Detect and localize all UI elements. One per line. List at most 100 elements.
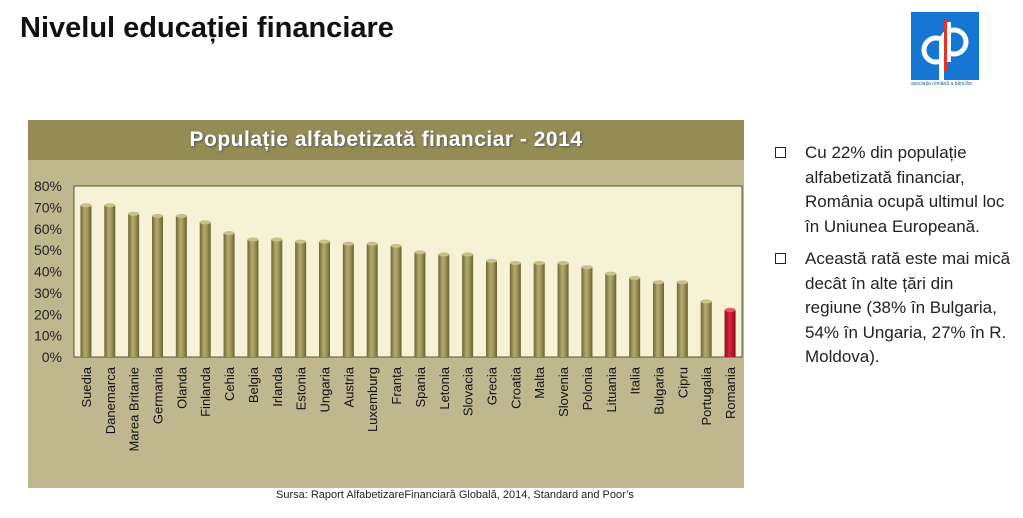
bar <box>390 245 402 357</box>
bar <box>653 282 664 357</box>
x-tick-label: Marea Britanie <box>127 367 142 452</box>
bar-cap <box>390 243 402 248</box>
x-tick-label: Letonia <box>437 366 452 409</box>
x-tick-label: Belgia <box>246 366 261 403</box>
x-tick-label: Danemarca <box>103 366 118 434</box>
bar <box>128 213 140 357</box>
bar <box>676 282 688 357</box>
bar <box>80 205 92 357</box>
bar <box>486 260 497 357</box>
bar-cap <box>462 252 474 257</box>
bar-cap <box>175 213 187 218</box>
x-tick-label: Grecia <box>485 366 500 405</box>
bar <box>438 254 450 357</box>
bar <box>366 243 378 357</box>
bar-cap <box>199 220 211 225</box>
plot-area <box>73 185 743 358</box>
bar-cap <box>128 211 140 216</box>
bar <box>509 262 521 357</box>
logo <box>911 12 979 80</box>
bar <box>175 215 187 357</box>
bullet-item: Această rată este mai mică decât în alte… <box>772 247 1012 370</box>
bar-cap <box>557 260 569 265</box>
x-tick-label: Finlanda <box>198 366 213 417</box>
x-tick-label: Italia <box>628 366 643 394</box>
y-tick-label: 40% <box>34 264 62 280</box>
bar <box>581 267 593 357</box>
bar <box>342 243 354 357</box>
bar <box>199 222 211 357</box>
x-tick-label: Croatia <box>508 366 523 409</box>
x-tick-label: Ungaria <box>318 366 333 412</box>
bar-cap <box>104 203 116 208</box>
bar-cap <box>319 239 330 244</box>
y-tick-label: 20% <box>34 306 62 322</box>
x-tick-label: Suedia <box>79 366 94 407</box>
chart-header <box>28 120 744 160</box>
x-tick-label: Cipru <box>675 367 690 398</box>
bar <box>223 233 235 357</box>
y-tick-label: 10% <box>34 328 62 344</box>
bar <box>533 262 545 357</box>
y-tick-label: 50% <box>34 242 62 258</box>
bar-cap <box>366 241 378 246</box>
bar-cap <box>509 260 521 265</box>
bar <box>629 277 641 357</box>
bar <box>247 239 259 357</box>
checkbox-bullet-icon <box>775 147 786 158</box>
bar <box>414 252 426 357</box>
bar-cap <box>247 237 259 242</box>
page-title: Nivelul educației financiare <box>20 12 394 44</box>
bar-cap <box>486 258 497 263</box>
bar-cap <box>80 203 92 208</box>
bullet-list: Cu 22% din populație alfabetizată financ… <box>772 141 1012 378</box>
bar <box>295 241 307 357</box>
y-tick-label: 0% <box>42 349 62 365</box>
bar <box>557 262 569 357</box>
bar-cap <box>724 307 736 312</box>
x-tick-label: Portugalia <box>699 366 714 425</box>
bar <box>462 254 474 357</box>
bar-cap <box>223 231 235 236</box>
bar <box>104 205 116 357</box>
x-tick-label: Irlanda <box>270 366 285 407</box>
logo-caption: asociația română a băncilor <box>911 81 973 87</box>
x-tick-label: Franța <box>389 366 404 404</box>
x-tick-label: Spania <box>413 366 428 407</box>
bar-cap <box>629 275 641 280</box>
bar <box>700 301 712 357</box>
x-tick-label: Polonia <box>580 366 595 410</box>
bar-cap <box>533 260 545 265</box>
bar-cap <box>295 239 307 244</box>
bar-cap <box>676 280 688 285</box>
x-tick-label: Cehia <box>222 366 237 401</box>
bar-cap <box>342 241 354 246</box>
y-tick-label: 80% <box>34 178 62 194</box>
bar <box>152 215 163 357</box>
bar-cap <box>700 299 712 304</box>
bar-cap <box>438 252 450 257</box>
bar <box>319 241 330 357</box>
x-tick-label: Slovacia <box>461 366 476 416</box>
bar-cap <box>152 213 163 218</box>
bar-cap <box>653 280 664 285</box>
bar <box>724 309 736 357</box>
bullet-item: Cu 22% din populație alfabetizată financ… <box>772 141 1012 239</box>
y-tick-label: 60% <box>34 221 62 237</box>
bar-chart: 0% 10% 20% 30% 40% 50% 60% 70% 80% Suedia Danemarc… <box>34 178 743 452</box>
y-tick-label: 30% <box>34 285 62 301</box>
x-tick-label: Olanda <box>174 366 189 409</box>
x-tick-label: Luxemburg <box>365 367 380 432</box>
checkbox-bullet-icon <box>775 253 786 264</box>
source-note: Sursa: Raport AlfabetizareFinanciară Glo… <box>276 489 634 501</box>
x-tick-label: Romania <box>723 366 738 419</box>
x-tick-label: Germania <box>151 366 166 424</box>
x-tick-label: Austria <box>341 366 356 407</box>
bullet-text: Cu 22% din populație alfabetizată financ… <box>805 143 1005 236</box>
bar <box>605 273 617 357</box>
bar <box>271 239 283 357</box>
chart-title: Populație alfabetizată financiar - 2014 <box>189 128 583 151</box>
x-tick-label: Bulgaria <box>652 366 667 414</box>
bar-cap <box>414 250 426 255</box>
x-tick-label: Estonia <box>294 366 309 410</box>
